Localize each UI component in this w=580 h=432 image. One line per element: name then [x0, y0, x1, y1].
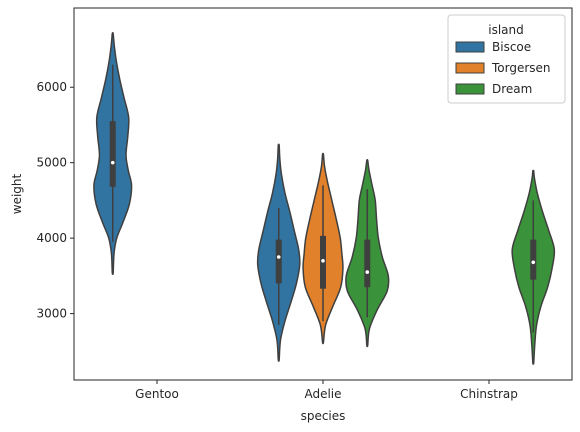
violin-iqr-box [530, 239, 537, 280]
legend-items: Biscoe Torgersen Dream [455, 40, 551, 96]
violin-iqr-box [109, 121, 116, 187]
violins-layer [93, 32, 556, 365]
legend-box [447, 14, 566, 104]
legend-label-dream: Dream [492, 82, 532, 96]
legend-label-biscoe: Biscoe [492, 40, 531, 54]
legend-swatch-dream [455, 83, 485, 95]
y-tick-label: 6000 [36, 80, 67, 94]
legend-swatch-torgersen [455, 62, 485, 74]
violin-iqr-box [275, 239, 282, 284]
violin-iqr-box [364, 239, 371, 288]
violin-median-dot [276, 255, 281, 259]
x-tick-label: Adelie [304, 387, 341, 401]
x-axis-label: species [301, 409, 346, 423]
y-axis: 3000 4000 5000 6000 [36, 80, 74, 321]
y-axis-label: weight [10, 173, 24, 214]
legend-swatch-biscoe [455, 41, 485, 53]
y-tick-label: 5000 [36, 156, 67, 170]
legend-title: island [488, 23, 524, 37]
y-tick-label: 3000 [36, 307, 67, 321]
x-tick-label: Chinstrap [460, 387, 518, 401]
violin-median-dot [365, 270, 370, 274]
legend: island Biscoe Torgersen Dream [447, 14, 566, 104]
violin-median-dot [321, 258, 325, 263]
x-tick-label: Gentoo [135, 387, 179, 401]
y-tick-label: 4000 [36, 231, 67, 245]
legend-label-torgersen: Torgersen [491, 61, 551, 75]
violin-median-dot [110, 160, 115, 165]
violin-median-dot [531, 260, 536, 265]
x-axis: Gentoo Adelie Chinstrap [135, 380, 518, 401]
